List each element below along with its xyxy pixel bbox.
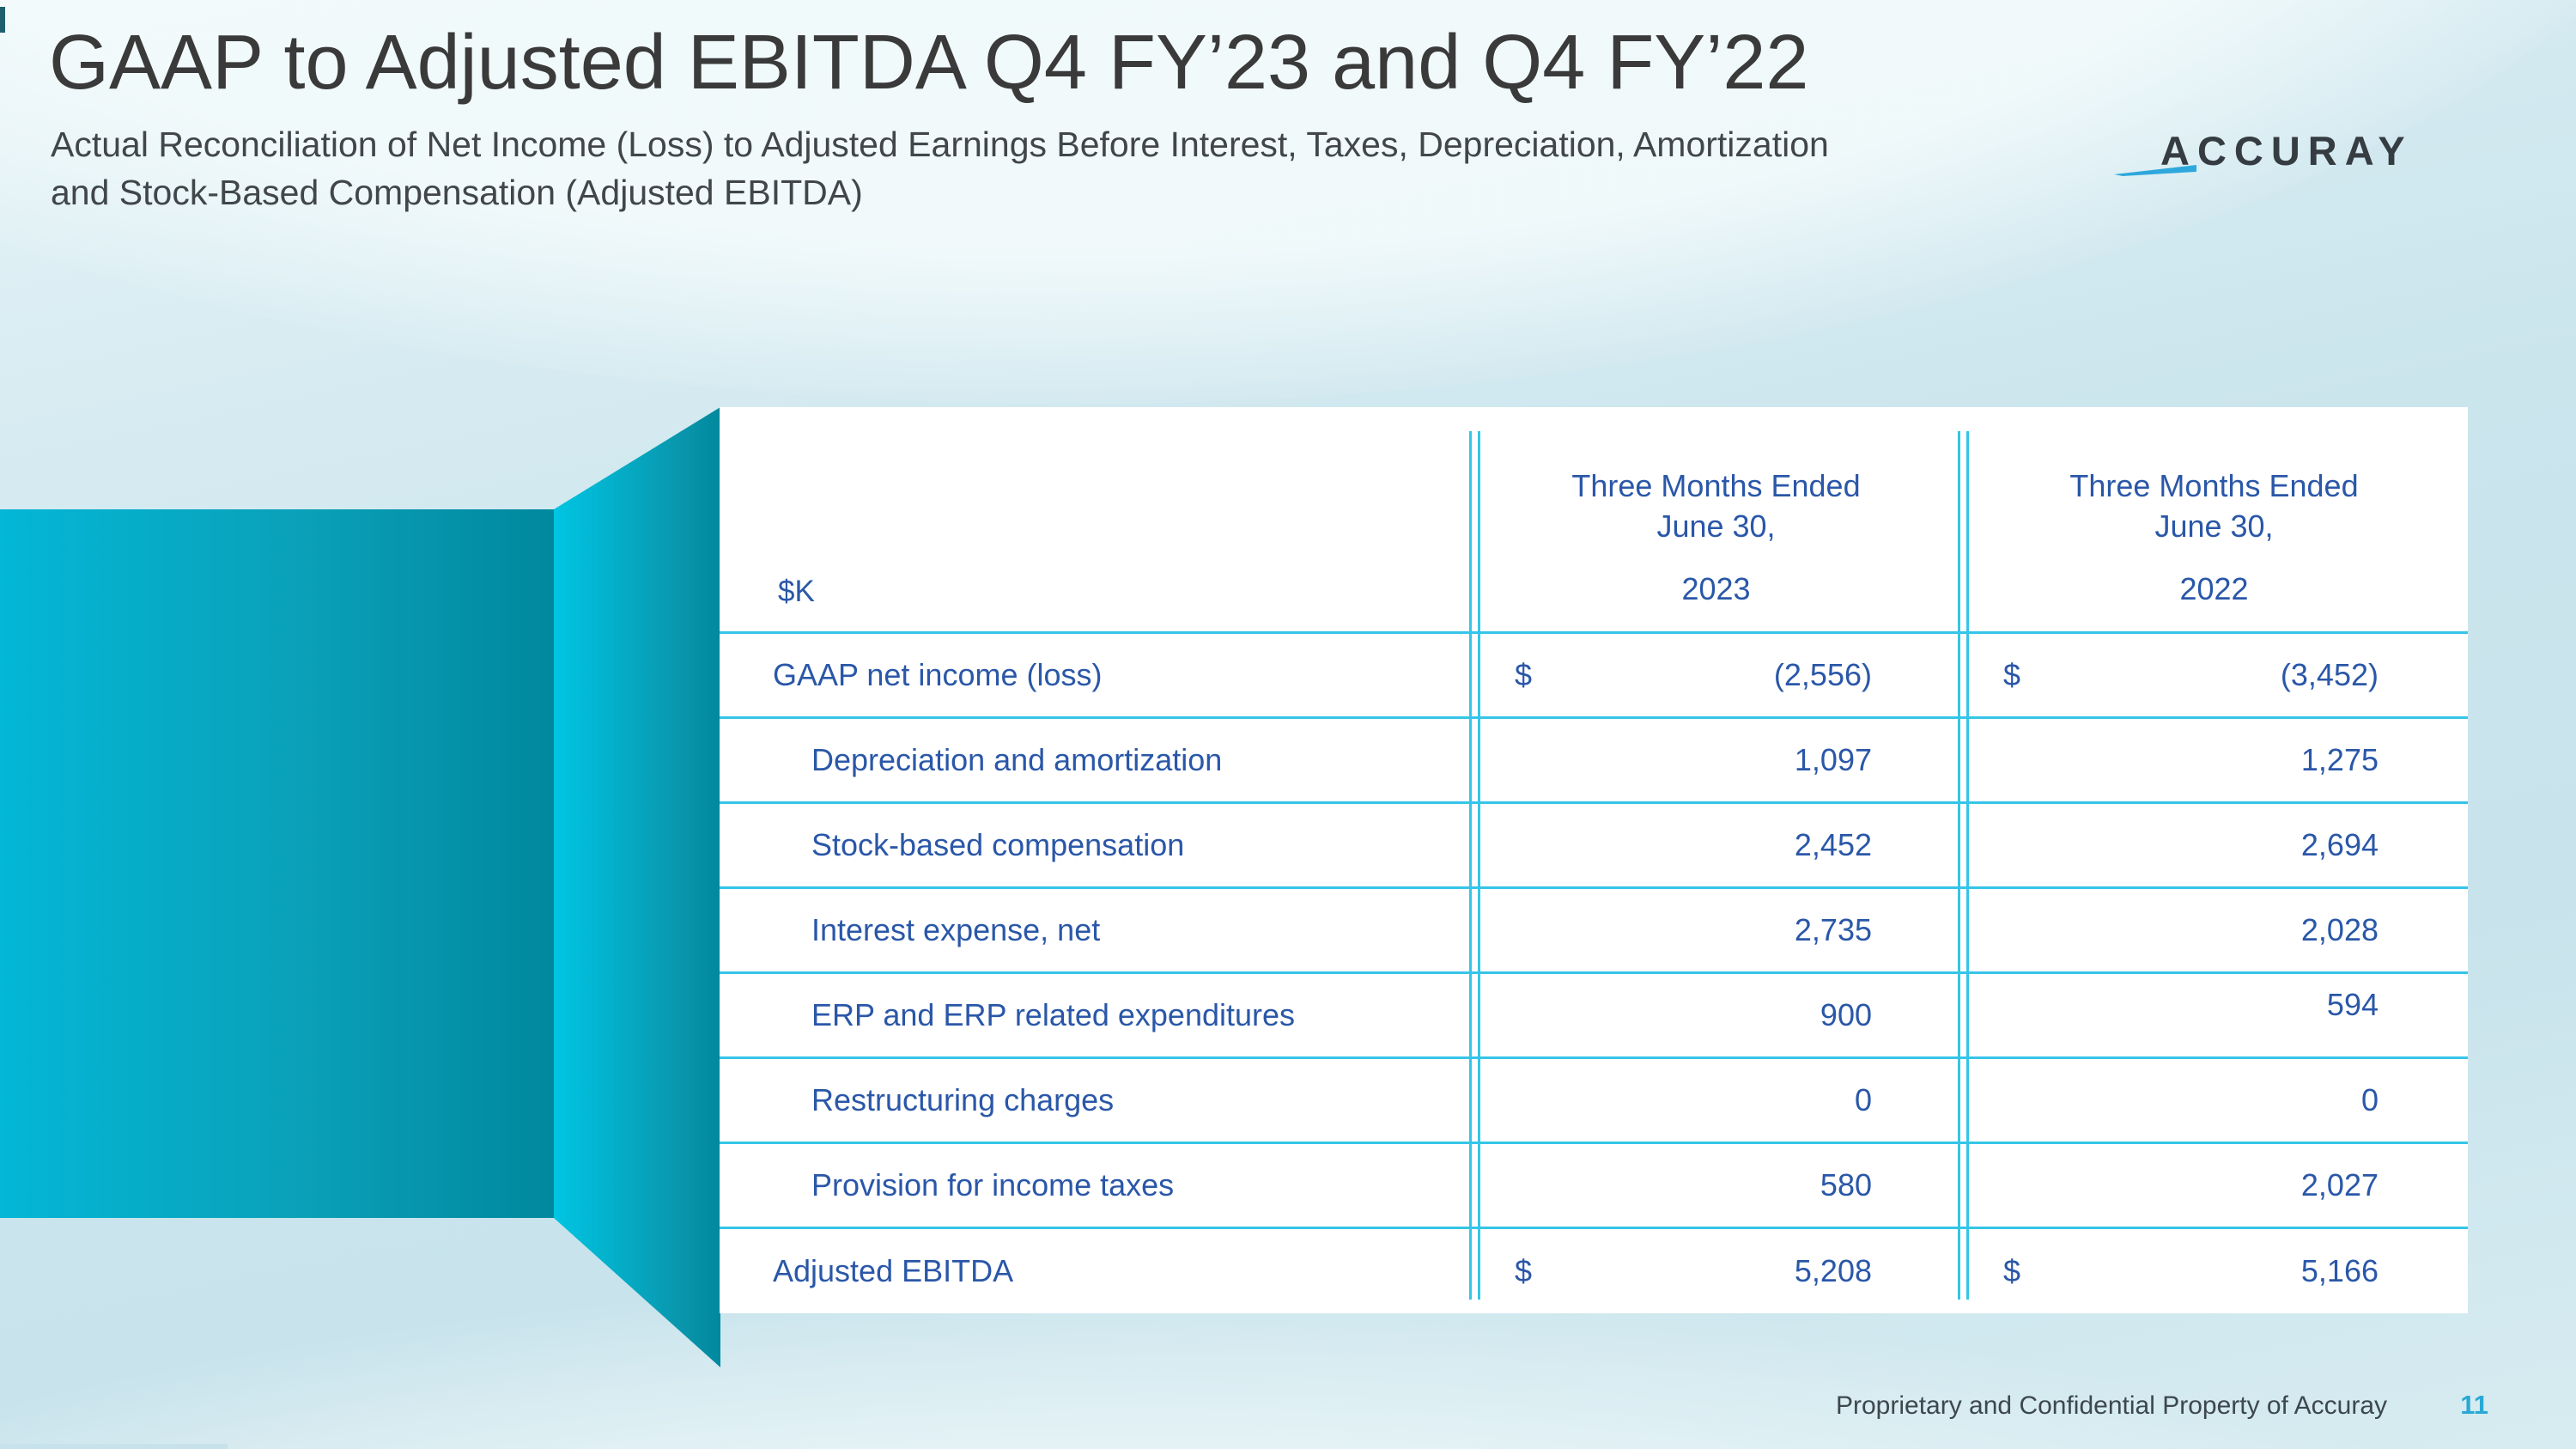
table-row: Adjusted EBITDA $ 5,208 $ 5,166 [720,1229,2468,1313]
dollar-sign: $ [1515,1253,1533,1288]
value-2022: (3,452) [2280,657,2379,692]
cell-2022: 2,694 [1960,804,2468,886]
value-2023: 1,097 [1794,742,1872,777]
cell-2022: 1,275 [1960,719,2468,801]
value-2022: 5,166 [2300,1253,2379,1288]
cell-2023: 0 [1472,1059,1960,1142]
row-label: ERP and ERP related expenditures [811,997,1296,1032]
reconciliation-table: $K Three Months Ended June 30, 2023 Thre… [720,407,2468,1313]
table-row: ERP and ERP related expenditures 900 594 [720,974,2468,1059]
value-2022: 594 [2326,987,2379,1022]
value-2023: 5,208 [1794,1253,1872,1288]
page-subtitle: Actual Reconciliation of Net Income (Los… [51,120,1829,216]
cell-2022: 0 [1960,1059,2468,1142]
teal-ribbon-flare [554,407,720,1367]
period-line-2: June 30, [2154,508,2274,544]
value-2023: (2,556) [1773,657,1872,692]
row-label: Depreciation and amortization [811,742,1223,777]
unit-label-cell: $K [778,575,815,608]
cell-2023: 2,735 [1472,889,1960,971]
row-label: Adjusted EBITDA [773,1253,1014,1288]
year-2023: 2023 [1681,571,1751,606]
table-row: Depreciation and amortization 1,097 1,27… [720,719,2468,804]
period-line-1: Three Months Ended [1571,468,1861,503]
cell-2022: $ 5,166 [1960,1229,2468,1313]
value-2022: 1,275 [2300,742,2379,777]
cell-2023: $ (2,556) [1472,634,1960,716]
table-row: GAAP net income (loss) $ (2,556) $ (3,45… [720,634,2468,719]
period-line-1: Three Months Ended [2069,468,2359,503]
cell-2022: 594 [1960,974,2468,1056]
accuray-logo: ACCURAY [2114,127,2421,179]
cell-2023: 1,097 [1472,719,1960,801]
cell-2023: 2,452 [1472,804,1960,886]
logo-wordmark: ACCURAY [2160,128,2413,174]
bottom-edge-strip [0,1444,228,1449]
year-2022: 2022 [2179,571,2249,606]
row-label: Stock-based compensation [811,827,1185,862]
cell-2023: 900 [1472,974,1960,1056]
cell-2023: 580 [1472,1144,1960,1227]
row-label: Interest expense, net [811,912,1101,947]
page-number: 11 [2460,1390,2488,1420]
value-2022: 0 [2360,1082,2379,1117]
value-2023: 2,735 [1794,912,1872,947]
page-title: GAAP to Adjusted EBITDA Q4 FY’23 and Q4 … [49,20,1809,106]
value-2023: 580 [1820,1167,1872,1202]
value-2023: 0 [1854,1082,1872,1117]
cell-2023: $ 5,208 [1472,1229,1960,1313]
cell-2022: 2,027 [1960,1144,2468,1227]
dollar-sign: $ [2003,1253,2021,1288]
subtitle-line-2: and Stock-Based Compensation (Adjusted E… [51,173,863,212]
column-header-2023: Three Months Ended June 30, 2023 [1472,407,1960,631]
column-header-2022: Three Months Ended June 30, 2022 [1960,407,2468,631]
value-2022: 2,027 [2300,1167,2379,1202]
footer-confidentiality-text: Proprietary and Confidential Property of… [1836,1391,2387,1420]
value-2022: 2,028 [2300,912,2379,947]
table-body: GAAP net income (loss) $ (2,556) $ (3,45… [720,634,2468,1313]
row-label: GAAP net income (loss) [773,657,1103,692]
logo-swoosh-icon [2114,165,2196,176]
table-row: Interest expense, net 2,735 2,028 [720,889,2468,974]
row-label: Provision for income taxes [811,1167,1175,1202]
value-2023: 900 [1820,997,1872,1032]
corner-accent-mark [0,7,5,33]
column-divider-1 [1469,431,1480,1300]
cell-2022: 2,028 [1960,889,2468,971]
dollar-sign: $ [2003,657,2021,692]
teal-ribbon-panel [0,509,555,1218]
cell-2022: $ (3,452) [1960,634,2468,716]
column-divider-2 [1958,431,1969,1300]
value-2023: 2,452 [1794,827,1872,862]
value-2022: 2,694 [2300,827,2379,862]
dollar-sign: $ [1515,657,1533,692]
table-row: Stock-based compensation 2,452 2,694 [720,804,2468,889]
table-row: Provision for income taxes 580 2,027 [720,1144,2468,1229]
period-line-2: June 30, [1656,508,1776,544]
subtitle-line-1: Actual Reconciliation of Net Income (Los… [51,125,1829,164]
row-label: Restructuring charges [811,1082,1115,1117]
table-header-row: $K Three Months Ended June 30, 2023 Thre… [720,407,2468,634]
table-row: Restructuring charges 0 0 [720,1059,2468,1144]
